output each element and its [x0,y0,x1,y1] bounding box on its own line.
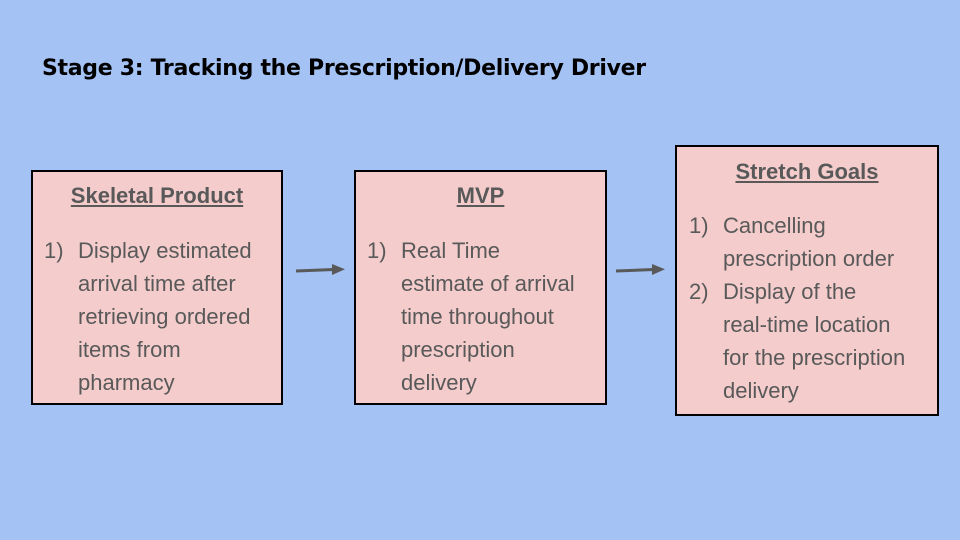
arrow-icon [615,264,665,275]
list-item-number: 1) [689,213,709,238]
list-item-line: delivery [723,378,799,403]
list-item: 2) Display of the real-time location for… [689,275,939,407]
list-item-line: time throughout [401,304,554,329]
list-item: 1) Display estimated arrival time after … [44,234,280,399]
list-item-number: 1) [367,238,387,263]
list-item: 1) Real Time estimate of arrival time th… [367,234,603,399]
arrow-icon [295,264,345,275]
skeletal-product-list: 1) Display estimated arrival time after … [44,234,280,399]
skeletal-product-box: Skeletal Product 1) Display estimated ar… [31,170,283,405]
mvp-heading: MVP [456,183,505,208]
slide-title: Stage 3: Tracking the Prescription/Deliv… [42,56,646,81]
list-item-line: estimate of arrival [401,271,575,296]
skeletal-product-heading: Skeletal Product [70,183,244,208]
stretch-goals-heading: Stretch Goals [735,159,879,184]
list-item-number: 2) [689,279,709,304]
list-item-line: real-time location [723,312,891,337]
stretch-goals-list: 1) Cancelling prescription order 2) Disp… [689,209,939,407]
stretch-goals-box: Stretch Goals 1) Cancelling prescription… [675,145,939,416]
list-item-line: Cancelling [723,213,826,238]
list-item-line: delivery [401,370,477,395]
list-item-line: retrieving ordered [78,304,251,329]
list-item-line: Real Time [401,238,501,263]
list-item-line: arrival time after [78,271,236,296]
list-item-line: prescription order [723,246,895,271]
list-item: 1) Cancelling prescription order [689,209,939,275]
mvp-list: 1) Real Time estimate of arrival time th… [367,234,603,399]
list-item-number: 1) [44,238,64,263]
list-item-line: Display estimated [78,238,252,263]
list-item-line: for the prescription [723,345,906,370]
list-item-line: Display of the [723,279,857,304]
mvp-box: MVP 1) Real Time estimate of arrival tim… [354,170,607,405]
list-item-line: pharmacy [78,370,175,395]
list-item-line: prescription [401,337,515,362]
list-item-line: items from [78,337,181,362]
